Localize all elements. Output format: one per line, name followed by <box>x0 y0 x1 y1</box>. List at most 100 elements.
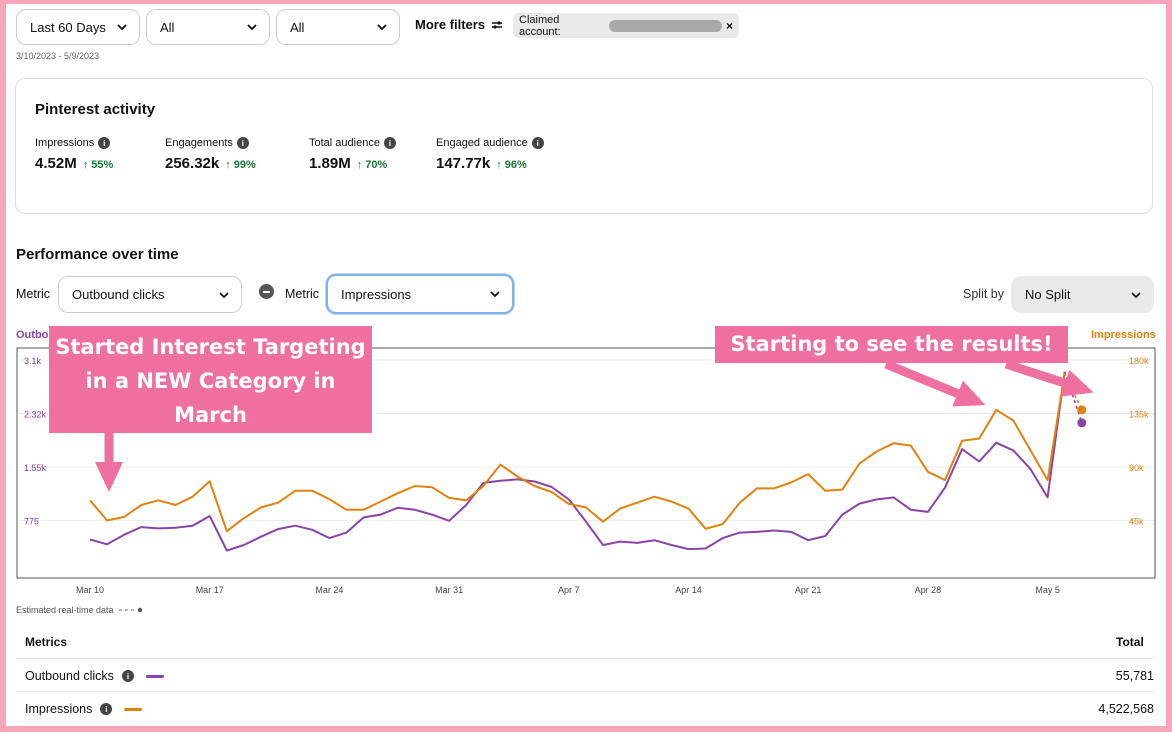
stat-value: 4.52M <box>35 155 77 172</box>
metric-1-label: Metric <box>16 287 51 301</box>
metric-2-select[interactable]: Impressions <box>326 274 514 314</box>
x-tick-label: Mar 17 <box>196 585 224 595</box>
chevron-down-icon <box>247 24 257 31</box>
arrow-results-2-head <box>1060 369 1094 397</box>
info-icon[interactable]: i <box>98 137 111 149</box>
stat-label: Impressions <box>35 137 95 149</box>
left-tick-label: 1.55k <box>24 463 47 473</box>
metric-2-label: Metric <box>285 287 320 301</box>
callout-line: Started Interest Targeting <box>55 335 366 359</box>
chevron-down-icon <box>219 291 229 298</box>
chart-ticks: 775 45k 1.55k 90k 2.32k 135k 3.1k 180k Mar 10 Mar… <box>24 356 1149 595</box>
chart-lines <box>89 371 1087 552</box>
estimated-legend: Estimated real-time data <box>16 605 144 615</box>
callout-line: in a NEW Category in <box>85 369 336 393</box>
info-icon[interactable]: i <box>383 137 396 149</box>
analytics-frame: Last 60 Days All All More filters Claime… <box>6 4 1166 726</box>
stat-label: Engaged audience <box>436 137 528 149</box>
close-icon[interactable]: × <box>725 18 733 33</box>
sliders-icon <box>492 20 503 29</box>
stat-label: Total audience <box>309 137 380 149</box>
x-tick-label: Mar 10 <box>76 585 104 595</box>
more-filters-button[interactable]: More filters <box>415 17 503 32</box>
left-tick-label: 775 <box>24 517 39 527</box>
total-header: Total <box>1116 635 1144 649</box>
chevron-down-icon <box>1131 291 1141 298</box>
stat-change: ↑ 96% <box>496 159 527 171</box>
row-name: Impressions <box>25 702 93 716</box>
info-icon[interactable]: i <box>100 703 113 715</box>
stat-value: 1.89M <box>309 155 351 172</box>
arrow-results-1-head <box>952 380 986 407</box>
callout-started-targeting: Started Interest Targeting in a NEW Cate… <box>49 326 372 433</box>
x-tick-label: Mar 31 <box>435 585 463 595</box>
estimated-label: Estimated real-time data <box>16 605 114 615</box>
split-by-value: No Split <box>1025 287 1071 302</box>
split-by-label: Split by <box>963 287 1004 301</box>
row-name: Outbound clicks <box>25 669 114 683</box>
stat-change: ↑ 55% <box>82 159 114 171</box>
stat-change: ↑ 70% <box>356 159 388 171</box>
info-icon[interactable]: i <box>236 137 249 149</box>
estimated-point <box>1077 418 1087 428</box>
remove-metric-icon[interactable] <box>259 284 274 299</box>
row-total: 4,522,568 <box>1098 702 1154 716</box>
right-tick-label: 45k <box>1129 517 1144 527</box>
table-row: Outbound clicks i 55,781 <box>16 658 1154 691</box>
metrics-header: Metrics <box>25 635 68 649</box>
stat-total-audience: Total audience i 1.89M ↑ 70% <box>309 137 396 172</box>
card-title: Pinterest activity <box>35 101 156 118</box>
chevron-down-icon <box>490 291 500 298</box>
split-by-select[interactable]: No Split <box>1011 276 1154 313</box>
series-line-outbound-clicks <box>89 371 1066 552</box>
callout-arrows <box>95 359 1094 492</box>
row-total: 55,781 <box>1115 669 1154 683</box>
right-tick-label: 180k <box>1129 356 1149 366</box>
stat-change: ↑ 99% <box>225 159 256 171</box>
right-tick-label: 135k <box>1129 410 1149 420</box>
series-line-impressions <box>89 372 1066 533</box>
right-axis-title: Impressions <box>1091 329 1156 341</box>
performance-title: Performance over time <box>16 246 179 263</box>
stat-value: 256.32k <box>165 155 220 172</box>
metric-2-value: Impressions <box>341 286 412 302</box>
date-range-select[interactable]: Last 60 Days <box>16 9 140 45</box>
series-swatch <box>124 707 143 711</box>
x-tick-label: Apr 28 <box>915 585 942 595</box>
chevron-down-icon <box>117 24 127 31</box>
metric-1-value: Outbound clicks <box>72 287 165 302</box>
date-range-value: Last 60 Days <box>30 19 106 35</box>
date-span-text: 3/10/2023 - 5/9/2023 <box>16 51 100 61</box>
info-icon[interactable]: i <box>531 137 544 149</box>
right-tick-label: 90k <box>1129 463 1144 473</box>
x-tick-label: May 5 <box>1035 585 1060 595</box>
arrow-started-targeting-head <box>95 462 123 492</box>
left-axis-title: Outbo <box>16 329 49 341</box>
x-tick-label: Apr 7 <box>558 585 580 595</box>
more-filters-label: More filters <box>415 17 486 32</box>
info-icon[interactable]: i <box>121 670 134 682</box>
filter-select-3[interactable]: All <box>276 9 400 45</box>
left-tick-label: 3.1k <box>24 356 42 366</box>
filter-select-2[interactable]: All <box>146 9 270 45</box>
stat-engagements: Engagements i 256.32k ↑ 99% <box>165 137 256 172</box>
plot-frame <box>16 347 1156 579</box>
stat-label: Engagements <box>165 137 233 149</box>
estimated-point <box>1077 405 1087 415</box>
callout-results: Starting to see the results! <box>715 326 1068 363</box>
claimed-account-chip: Claimed account: × <box>513 13 739 38</box>
x-tick-label: Apr 21 <box>795 585 822 595</box>
pinterest-activity-card: Pinterest activity Impressions i 4.52M ↑ 5… <box>15 78 1153 214</box>
filter-3-value: All <box>290 19 305 35</box>
stat-engaged-audience: Engaged audience i 147.77k ↑ 96% <box>436 137 544 172</box>
redacted-account-name <box>609 19 722 32</box>
series-swatch <box>145 674 164 678</box>
stat-value: 147.77k <box>436 155 491 172</box>
metric-1-select[interactable]: Outbound clicks <box>58 276 242 313</box>
chip-label: Claimed account: <box>519 13 561 38</box>
left-tick-label: 2.32k <box>24 410 47 420</box>
dashed-line-icon <box>118 607 142 613</box>
filter-2-value: All <box>160 19 175 35</box>
table-row: Impressions i 4,522,568 <box>16 691 1154 724</box>
callout-line: March <box>174 403 247 427</box>
